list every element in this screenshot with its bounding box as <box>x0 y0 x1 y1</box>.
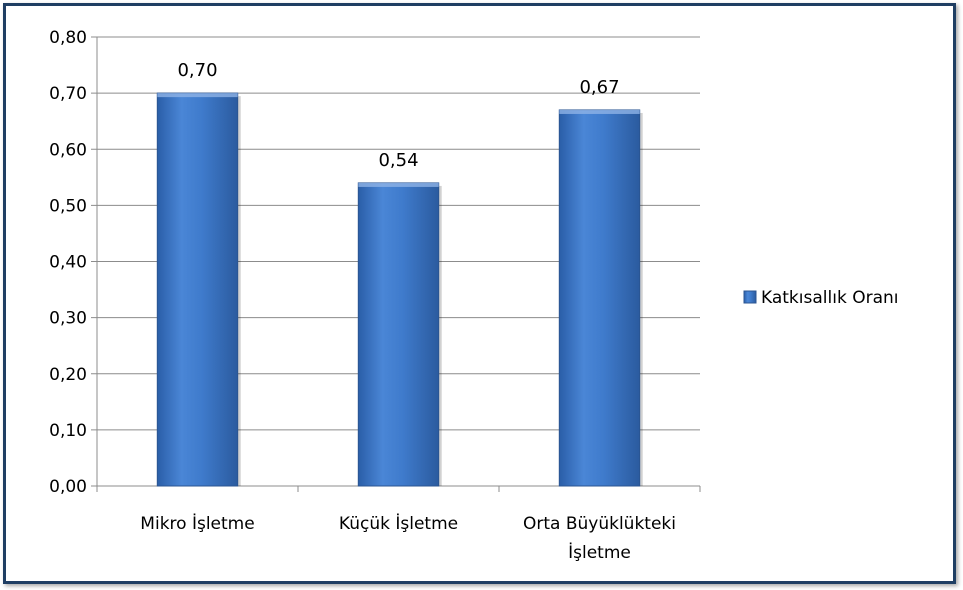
y-tick-label: 0,60 <box>49 140 87 160</box>
legend: Katkısallık Oranı <box>743 288 898 308</box>
data-label: 0,70 <box>177 60 217 81</box>
y-tick-label: 0,70 <box>49 84 87 104</box>
y-tick-label: 0,80 <box>49 28 87 48</box>
x-category-label: İşletme <box>568 542 631 563</box>
data-label: 0,67 <box>579 77 619 98</box>
bars <box>156 92 643 487</box>
legend-swatch <box>743 290 757 304</box>
bar-top-highlight <box>157 93 238 98</box>
x-category-label: Küçük İşletme <box>339 513 458 534</box>
x-category-label: Mikro İşletme <box>140 513 254 534</box>
y-tick-label: 0,20 <box>49 365 87 385</box>
labels: 0,00 0,10 0,20 0,30 0,40 0,50 0,60 0,70 0,80 0,70… <box>49 28 676 563</box>
y-tick-label: 0,10 <box>49 421 87 441</box>
bar <box>558 109 641 487</box>
legend-label: Katkısallık Oranı <box>761 288 898 308</box>
y-tick-label: 0,00 <box>49 477 87 497</box>
data-label: 0,54 <box>378 150 418 171</box>
bar <box>156 92 239 487</box>
x-category-label: Orta Büyüklükteki <box>523 514 676 534</box>
y-tick-label: 0,50 <box>49 196 87 216</box>
bar-top-highlight <box>358 182 439 187</box>
y-tick-label: 0,30 <box>49 309 87 329</box>
bar <box>357 182 440 487</box>
y-tick-label: 0,40 <box>49 253 87 273</box>
bar-top-highlight <box>559 109 640 114</box>
